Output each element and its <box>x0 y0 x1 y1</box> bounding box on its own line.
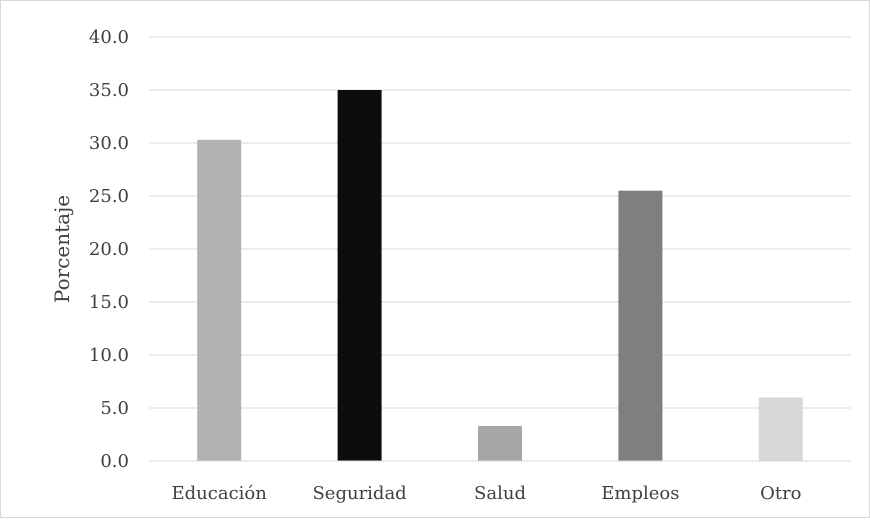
y-tick-label: 5.0 <box>100 398 129 419</box>
x-tick-label: Salud <box>474 483 526 504</box>
x-tick-label: Seguridad <box>312 483 406 504</box>
bars <box>197 90 803 461</box>
y-tick-label: 20.0 <box>89 239 129 260</box>
bar-salud <box>478 426 522 461</box>
y-tick-label: 25.0 <box>89 186 129 207</box>
x-tick-label: Otro <box>760 483 801 504</box>
y-axis-label: Porcentaje <box>50 195 74 303</box>
y-tick-label: 10.0 <box>89 345 129 366</box>
bar-seguridad <box>337 90 382 461</box>
y-tick-label: 0.0 <box>100 451 129 472</box>
y-tick-label: 35.0 <box>89 80 129 101</box>
y-tick-label: 40.0 <box>89 27 129 48</box>
y-tick-labels: 0.0 5.0 10.0 15.0 20.0 25.0 30.0 35.0 40.0 <box>89 27 129 472</box>
bar-otro <box>758 397 803 461</box>
x-tick-label: Educación <box>172 483 268 504</box>
bar-empleos <box>618 190 663 461</box>
bar-educacion <box>197 139 242 461</box>
y-tick-label: 30.0 <box>89 133 129 154</box>
y-tick-label: 15.0 <box>89 292 129 313</box>
gridlines <box>149 36 851 409</box>
x-tick-label: Empleos <box>601 483 679 504</box>
x-tick-labels: Educación Seguridad Salud Empleos Otro <box>172 483 802 504</box>
